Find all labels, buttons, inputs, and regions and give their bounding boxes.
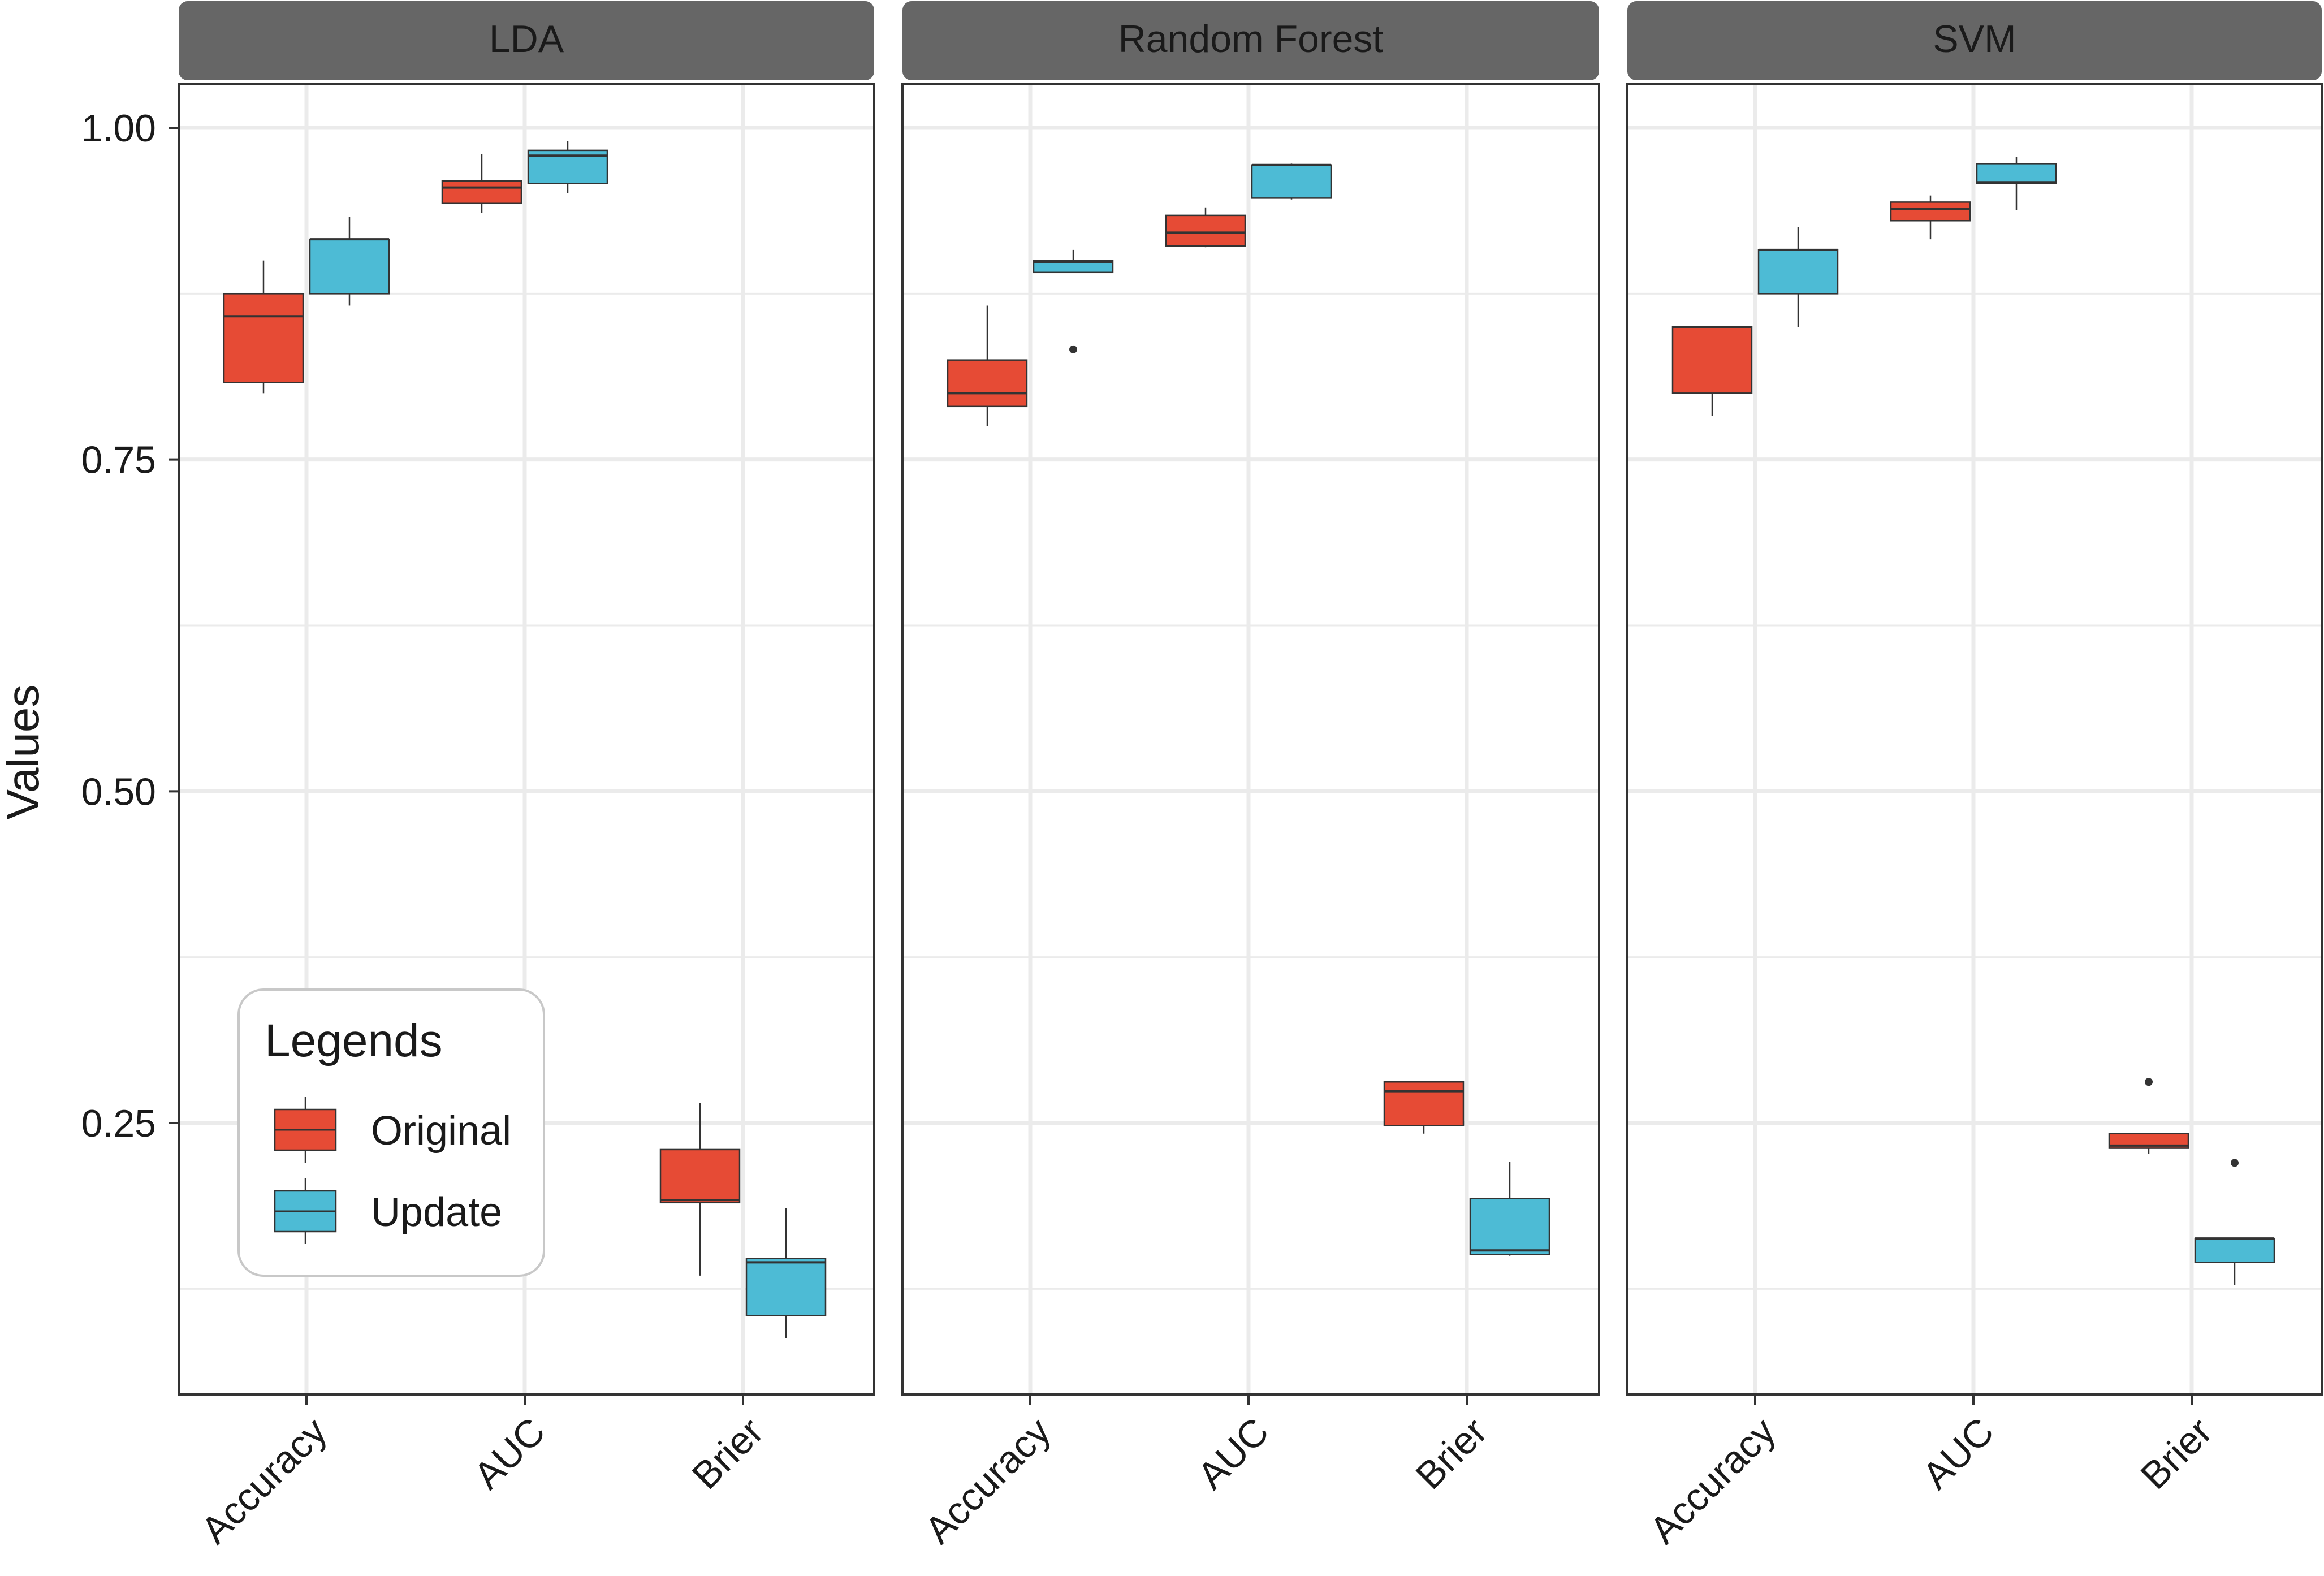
x-tick-label-brier: Brier xyxy=(2132,1410,2220,1497)
x-tick-label-auc: AUC xyxy=(1914,1410,2002,1497)
legend: Legends Original Update xyxy=(237,988,545,1277)
x-tick-label-auc: AUC xyxy=(1189,1410,1277,1497)
box-body xyxy=(1671,326,1753,394)
legend-label-original: Original xyxy=(371,1108,511,1154)
x-tick-label-brier: Brier xyxy=(1407,1410,1495,1497)
panel-border xyxy=(178,83,875,1396)
x-tick-label-accuracy: Accuracy xyxy=(1642,1410,1783,1552)
legend-label-update: Update xyxy=(371,1190,502,1235)
y-tick-label: 0.50 xyxy=(81,770,156,813)
x-tick-label-brier: Brier xyxy=(684,1410,771,1497)
x-tick-label-accuracy: Accuracy xyxy=(917,1410,1059,1552)
box-body xyxy=(1976,163,2057,184)
box-original-svm-accuracy xyxy=(1671,326,1753,416)
legend-title: Legends xyxy=(265,1015,443,1067)
box-update-svm-accuracy xyxy=(1757,227,1839,327)
box-body xyxy=(1251,164,1332,199)
legend-key-original xyxy=(274,1097,337,1163)
box-original-svm-brier xyxy=(2108,1078,2189,1154)
box-body xyxy=(2194,1237,2275,1263)
y-tick-label: 1.00 xyxy=(81,107,156,150)
y-tick-label: 0.75 xyxy=(81,439,156,482)
box-body xyxy=(1890,201,1971,222)
box-update-svm-auc xyxy=(1976,157,2057,210)
strip-lda xyxy=(179,1,874,80)
strip-label-lda: LDA xyxy=(489,18,564,61)
box-original-svm-auc xyxy=(1890,195,1971,240)
box-update-svm-brier xyxy=(2194,1159,2275,1285)
box-body xyxy=(1757,249,1839,295)
box-body xyxy=(1469,1198,1550,1255)
strip-svm xyxy=(1627,1,2322,80)
box-original-lda-brier xyxy=(659,1103,741,1276)
box-body xyxy=(441,180,522,205)
legend-key-update xyxy=(274,1178,337,1244)
box-update-lda-accuracy xyxy=(309,217,390,306)
box-original-lda-accuracy xyxy=(223,260,304,394)
box-body xyxy=(1165,214,1246,247)
strip-label-random-forest: Random Forest xyxy=(1118,18,1384,61)
panel-random-forest: Random Forest Accuracy AUC Brier xyxy=(901,1,1600,1552)
outlier-point xyxy=(2145,1078,2153,1086)
y-axis-title: Values xyxy=(0,685,48,820)
box-original-random-forest-brier xyxy=(1383,1081,1465,1134)
box-original-random-forest-auc xyxy=(1165,207,1246,248)
outlier-point xyxy=(1069,345,1077,353)
box-body xyxy=(223,293,304,383)
y-tick-label: 0.25 xyxy=(81,1102,156,1145)
box-original-lda-auc xyxy=(441,154,522,213)
x-tick-label-accuracy: Accuracy xyxy=(193,1410,335,1552)
box-original-random-forest-accuracy xyxy=(947,305,1028,426)
box-body xyxy=(1383,1081,1465,1126)
box-body xyxy=(745,1258,827,1316)
x-tick-label-auc: AUC xyxy=(465,1410,553,1497)
box-update-random-forest-accuracy xyxy=(1033,249,1114,353)
strip-random-forest xyxy=(902,1,1599,80)
box-update-lda-auc xyxy=(527,141,608,193)
strip-label-svm: SVM xyxy=(1933,18,2016,61)
box-body xyxy=(947,359,1028,408)
panel-background xyxy=(902,84,1599,1394)
box-update-lda-brier xyxy=(745,1208,827,1338)
box-update-random-forest-auc xyxy=(1251,163,1332,200)
box-update-random-forest-brier xyxy=(1469,1162,1550,1256)
box-body xyxy=(309,238,390,295)
panel-lda: LDA Accuracy AUC Brier xyxy=(178,1,875,1552)
box-body xyxy=(1033,260,1114,274)
panel-border xyxy=(901,83,1600,1396)
box-body xyxy=(659,1148,741,1204)
outlier-point xyxy=(2231,1159,2239,1167)
panel-svm: SVM Accuracy AUC Brier xyxy=(1626,1,2323,1552)
